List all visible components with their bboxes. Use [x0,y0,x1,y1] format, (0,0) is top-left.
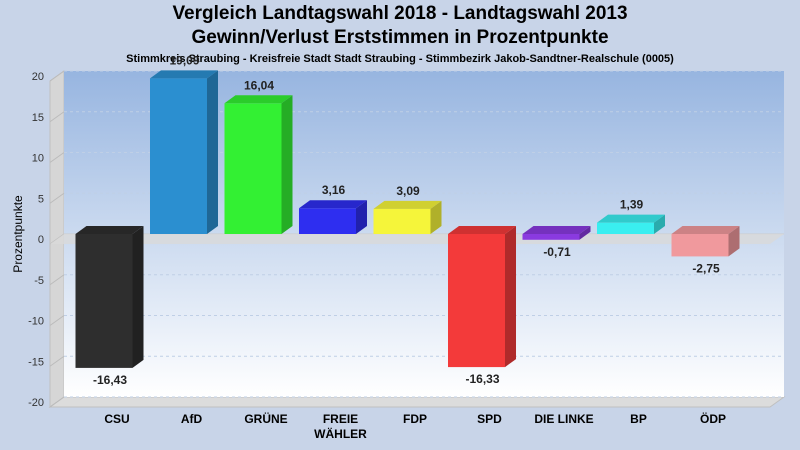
x-tick-label: FREIE [323,412,358,426]
bar-top [672,226,740,234]
y-tick-label: 0 [38,234,44,246]
bar [672,226,740,256]
x-tick-label: FDP [403,412,427,426]
y-tick-label: 10 [32,153,44,165]
bar-top [597,215,665,223]
bar-front [374,209,431,234]
bar-front [523,234,580,240]
plot-floor [50,397,784,407]
bar-top [76,226,144,234]
x-tick-label: SPD [477,412,502,426]
data-label: 1,39 [620,198,644,212]
data-label: 3,09 [396,184,420,198]
bar-side [505,226,516,367]
y-tick-label: -15 [28,356,44,368]
bar-side [282,95,293,234]
data-label: 19,09 [169,53,199,67]
bar [299,200,367,234]
bar-top [523,226,591,234]
bar-front [225,103,282,234]
bar-top [374,201,442,209]
y-tick-label: -5 [34,275,44,287]
data-label: -16,43 [93,373,127,387]
bar-front [76,234,133,368]
bar [448,226,516,367]
x-tick-label: ÖDP [700,411,726,426]
y-axis-label: Prozentpunkte [11,195,25,273]
bar [76,226,144,368]
bar-side [133,226,144,368]
data-label: -0,71 [543,245,571,259]
bar [597,215,665,234]
y-tick-label: 5 [38,193,44,205]
bar [225,95,293,234]
data-label: 16,04 [244,78,274,92]
bar-front [597,223,654,234]
x-tick-label: GRÜNE [244,411,287,426]
data-label: -16,33 [465,372,499,386]
bar [523,226,591,240]
y-tick-label: 20 [32,71,44,83]
data-label: 3,16 [322,183,346,197]
bar [150,70,218,234]
bar-side [207,70,218,234]
data-label: -2,75 [692,261,720,275]
bar-top [448,226,516,234]
x-tick-label: BP [630,412,647,426]
x-tick-label: AfD [181,412,203,426]
bar-chart: 20 15 10 5 0 -5 -10 -15 -20 Prozentpunkte -16,43 CS… [0,0,800,450]
bar-top [225,95,293,103]
y-tick-label: -20 [28,397,44,409]
bar-front [672,234,729,256]
bar-top [299,200,367,208]
bar-top [150,70,218,78]
y-tick-label: -10 [28,316,44,328]
x-tick-label: DIE LINKE [534,412,593,426]
y-tick-label: 15 [32,112,44,124]
bar-front [150,78,207,234]
bar-front [448,234,505,367]
bar-front [299,208,356,234]
x-tick-label: WÄHLER [314,426,367,441]
bar [374,201,442,234]
x-tick-label: CSU [104,412,129,426]
